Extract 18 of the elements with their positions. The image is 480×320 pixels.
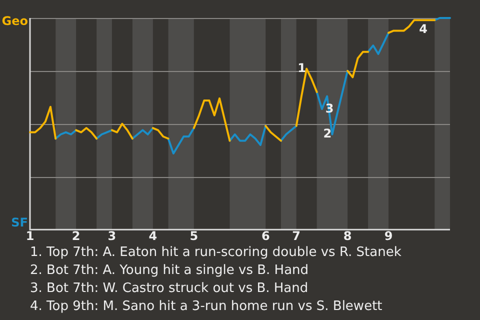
text: 1. Top 7th: A. Eaton hit a run-scoring double vs R. Stanek (30, 244, 402, 262)
text: 3. Bot 7th: W. Castro struck out vs B. Hand (30, 280, 310, 298)
x-tick-label: 2 (72, 228, 80, 243)
x-tick-label: 3 (108, 228, 116, 243)
text: 2. Bot 7th: A. Young hit a single vs B. Hand (30, 262, 310, 280)
x-tick-label: 5 (190, 228, 198, 243)
x-tick-label: 6 (261, 228, 270, 243)
annotation: 4 (419, 22, 428, 36)
annotation: 1 (298, 60, 306, 75)
text: Geo (2, 14, 28, 28)
text: 4. Top 9th: M. Sano hit a 3-run home run vs S. Blewett (30, 298, 384, 316)
x-tick-label: 1 (26, 228, 34, 243)
x-tick-label: 4 (148, 228, 158, 243)
annotation: 2 (323, 126, 332, 141)
text: SF (11, 216, 28, 230)
x-tick-label: 9 (384, 228, 393, 243)
x-tick-label: 8 (343, 228, 352, 243)
x-tick-label: 7 (292, 228, 301, 243)
